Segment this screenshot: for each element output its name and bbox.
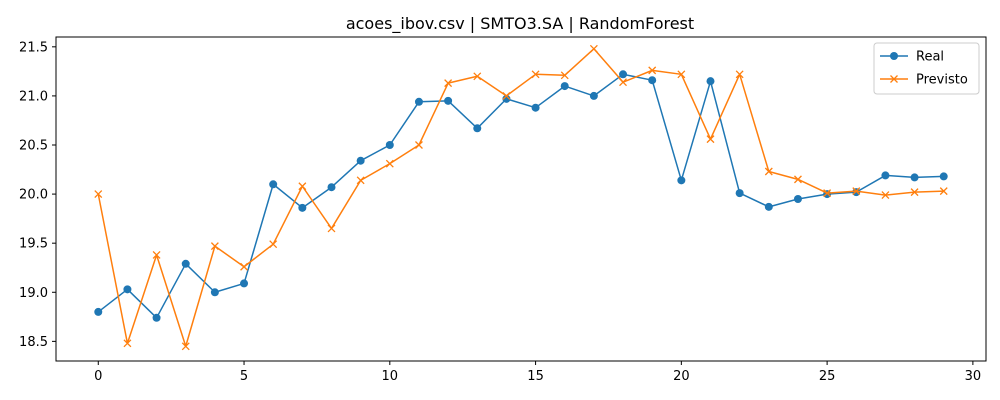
chart-title: acoes_ibov.csv | SMTO3.SA | RandomForest [346, 14, 694, 34]
data-point-0-29 [939, 172, 948, 181]
data-point-1-28 [910, 188, 919, 197]
data-point-1-26 [852, 187, 861, 196]
legend-label-0: Real [916, 50, 944, 65]
series-line-0 [97, 73, 944, 319]
data-point-1-15 [531, 70, 540, 79]
data-point-1-6 [269, 240, 278, 249]
data-point-0-6 [269, 180, 278, 189]
data-point-0-15 [531, 103, 540, 112]
data-point-1-1 [123, 339, 132, 348]
x-tick-label-5: 25 [819, 369, 836, 384]
data-point-0-28 [910, 173, 919, 182]
data-point-1-25 [823, 189, 832, 198]
data-point-1-11 [415, 141, 423, 149]
data-point-1-7 [298, 182, 307, 191]
data-point-0-0 [94, 307, 103, 316]
data-point-0-13 [473, 124, 482, 133]
legend-marker-1 [890, 75, 898, 83]
legend-label-1: Previsto [916, 73, 968, 88]
data-point-1-20 [677, 70, 686, 79]
data-point-1-21 [706, 135, 715, 144]
x-tick-label-1: 5 [240, 369, 248, 384]
x-tick-label-2: 10 [382, 369, 399, 384]
data-point-0-11 [414, 97, 423, 106]
data-point-0-12 [444, 96, 453, 105]
legend-marker-0 [890, 52, 898, 60]
data-point-1-10 [385, 159, 394, 168]
data-point-1-0 [94, 190, 103, 199]
data-point-1-23 [764, 167, 773, 176]
data-point-1-19 [648, 66, 657, 75]
y-tick-label-2: 19.5 [19, 237, 48, 252]
data-point-0-17 [589, 91, 598, 100]
data-point-0-21 [706, 77, 715, 86]
data-point-0-14 [502, 94, 511, 103]
y-tick-label-0: 18.5 [19, 335, 48, 350]
x-tick-label-6: 30 [965, 369, 982, 384]
data-point-0-1 [123, 285, 132, 294]
data-point-1-22 [735, 70, 744, 79]
data-point-0-16 [560, 82, 569, 91]
data-point-0-19 [648, 76, 657, 85]
data-point-0-5 [240, 279, 249, 288]
data-point-1-16 [560, 71, 569, 80]
data-point-0-10 [385, 141, 394, 149]
plot-axes: 0 5 10 15 20 25 30 18.5 19.0 19.5 20.0 20.5 21.0 21.5 [19, 36, 987, 384]
data-point-0-9 [356, 156, 365, 165]
data-point-0-18 [619, 70, 628, 79]
data-point-0-24 [793, 195, 802, 203]
x-tick-label-0: 0 [94, 369, 102, 384]
data-point-1-8 [327, 224, 336, 233]
data-point-0-22 [735, 189, 744, 198]
data-point-1-18 [619, 78, 627, 87]
y-tick-label-6: 21.5 [19, 40, 48, 55]
data-point-1-13 [473, 72, 482, 81]
data-point-0-26 [852, 188, 861, 197]
x-tick-label-3: 15 [527, 369, 544, 384]
data-point-1-14 [502, 91, 511, 100]
data-point-0-23 [764, 202, 773, 211]
data-point-1-24 [793, 175, 802, 184]
data-point-1-27 [881, 191, 890, 200]
data-point-0-27 [881, 171, 890, 180]
y-tick-label-3: 20.0 [19, 188, 48, 203]
data-point-1-17 [589, 44, 598, 53]
legend: Real Previsto [873, 42, 980, 95]
y-tick-label-5: 21.0 [19, 89, 48, 104]
series-line-1 [97, 48, 944, 348]
data-point-0-20 [677, 176, 686, 185]
axes-frame [55, 36, 987, 362]
y-tick-label-1: 19.0 [19, 286, 48, 301]
data-point-1-9 [356, 176, 365, 185]
data-point-0-3 [181, 259, 190, 268]
y-tick-label-4: 20.5 [19, 139, 48, 154]
data-point-1-2 [152, 251, 161, 259]
data-point-0-4 [210, 288, 219, 297]
data-point-0-8 [327, 183, 336, 192]
plot-marks [94, 44, 948, 351]
data-point-1-5 [240, 262, 249, 271]
data-point-1-3 [181, 342, 190, 351]
data-point-1-12 [444, 79, 453, 88]
data-point-0-7 [298, 203, 307, 212]
x-tick-label-4: 20 [673, 369, 690, 384]
data-point-1-29 [939, 187, 948, 196]
data-point-1-4 [210, 242, 219, 251]
data-point-0-2 [152, 313, 161, 322]
